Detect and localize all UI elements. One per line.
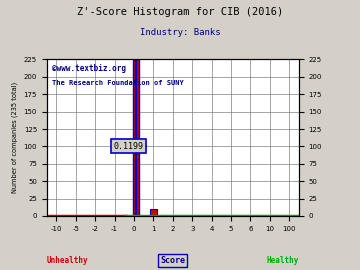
Bar <box>132 59 139 216</box>
Text: ©www.textbiz.org: ©www.textbiz.org <box>52 64 126 73</box>
Text: Unhealthy: Unhealthy <box>47 256 89 265</box>
Text: Z'-Score Histogram for CIB (2016): Z'-Score Histogram for CIB (2016) <box>77 7 283 17</box>
Text: The Research Foundation of SUNY: The Research Foundation of SUNY <box>52 80 184 86</box>
Y-axis label: Number of companies (235 total): Number of companies (235 total) <box>12 82 18 193</box>
Bar <box>150 209 157 216</box>
Text: Healthy: Healthy <box>266 256 299 265</box>
Text: Industry: Banks: Industry: Banks <box>140 28 220 37</box>
Text: 0.1199: 0.1199 <box>114 142 144 151</box>
Text: Score: Score <box>160 256 185 265</box>
